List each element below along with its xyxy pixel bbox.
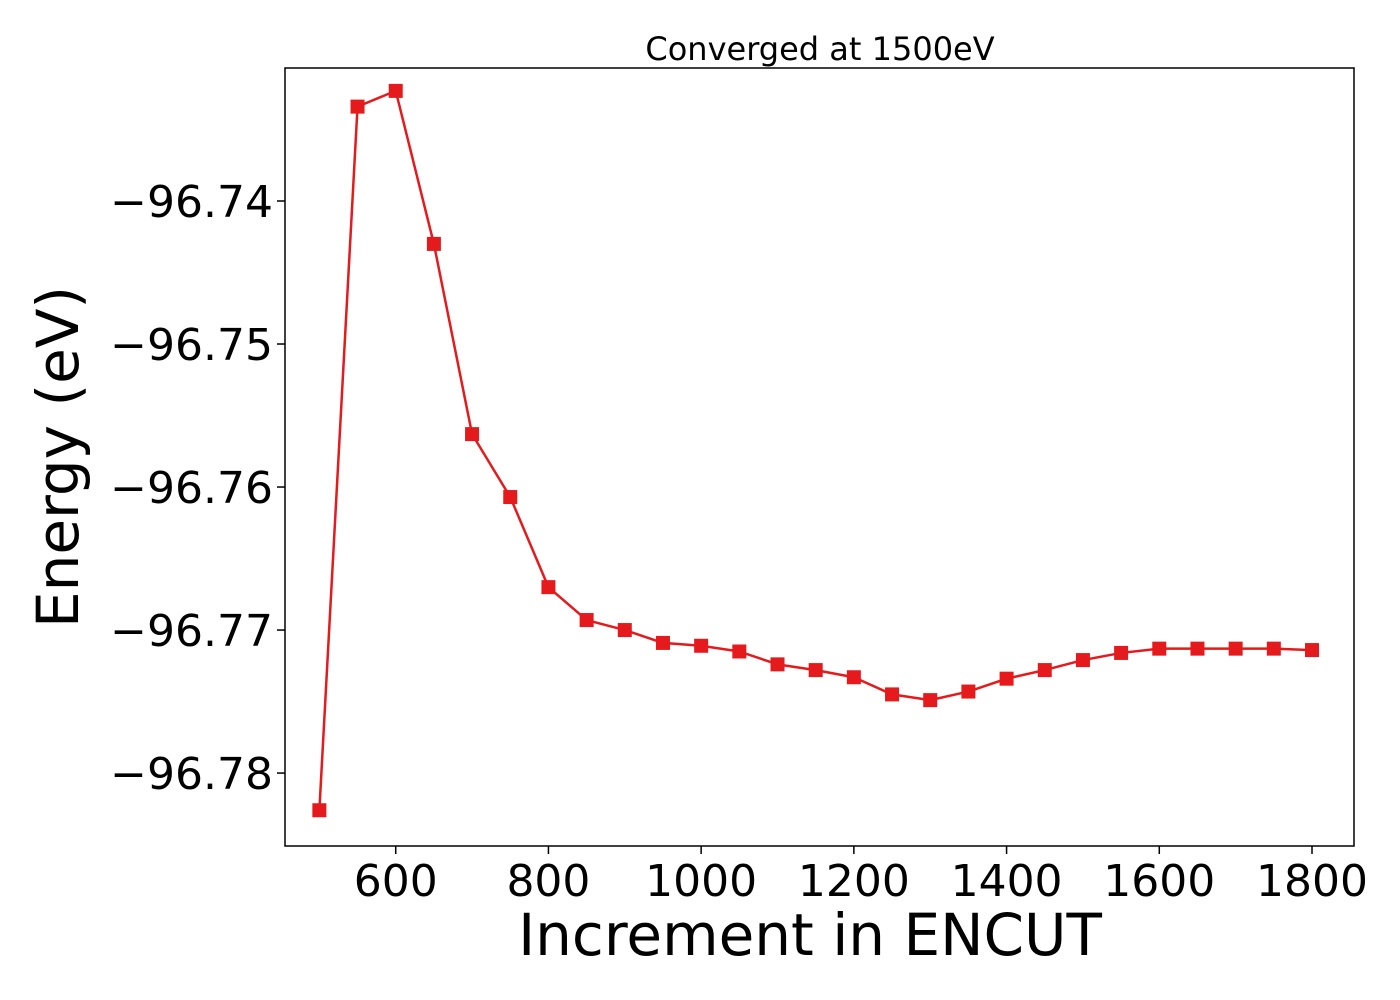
data-point-marker bbox=[923, 693, 938, 708]
y-tick-label: −96.77 bbox=[110, 606, 273, 657]
y-tick-label: −96.76 bbox=[110, 463, 273, 514]
x-tick-label: 1400 bbox=[951, 856, 1063, 907]
data-point-marker bbox=[846, 670, 861, 685]
data-point-marker bbox=[1228, 641, 1243, 656]
y-tick-label: −96.74 bbox=[110, 177, 273, 228]
x-axis-title: Increment in ENCUT bbox=[518, 901, 1102, 969]
x-tick-label: 1200 bbox=[798, 856, 910, 907]
data-point-marker bbox=[1152, 641, 1167, 656]
data-point-marker bbox=[312, 803, 327, 818]
x-tick-label: 1800 bbox=[1256, 856, 1368, 907]
data-point-marker bbox=[808, 663, 823, 678]
data-point-marker bbox=[350, 99, 365, 114]
x-tick-label: 800 bbox=[506, 856, 590, 907]
data-point-marker bbox=[961, 684, 976, 699]
x-axis: 600 800 1000 1200 1400 1600 1800 bbox=[354, 846, 1368, 907]
data-point-marker bbox=[1266, 641, 1281, 656]
data-point-marker bbox=[617, 623, 632, 638]
y-tick-label: −96.78 bbox=[110, 749, 273, 800]
x-tick-label: 600 bbox=[354, 856, 438, 907]
data-point-marker bbox=[694, 638, 709, 653]
data-point-marker bbox=[541, 580, 556, 595]
data-point-marker bbox=[732, 644, 747, 659]
y-axis-title: Energy (eV) bbox=[24, 286, 92, 628]
data-point-marker bbox=[1037, 663, 1052, 678]
chart-title: Converged at 1500eV bbox=[645, 30, 994, 68]
data-point-marker bbox=[579, 613, 594, 628]
data-point-marker bbox=[655, 635, 670, 650]
data-point-marker bbox=[885, 687, 900, 702]
data-point-marker bbox=[999, 671, 1014, 686]
data-point-marker bbox=[503, 490, 518, 505]
data-point-marker bbox=[426, 236, 441, 251]
data-point-marker bbox=[1190, 641, 1205, 656]
data-point-marker bbox=[770, 657, 785, 672]
y-axis: −96.74 −96.75 −96.76 −96.77 −96.78 bbox=[110, 177, 285, 800]
data-point-marker bbox=[1075, 653, 1090, 668]
data-point-marker bbox=[465, 427, 480, 442]
plot-area bbox=[284, 67, 1355, 847]
x-tick-label: 1600 bbox=[1103, 856, 1215, 907]
y-tick-label: −96.75 bbox=[110, 320, 273, 371]
plot-frame bbox=[284, 67, 1355, 847]
series-layer bbox=[312, 83, 1320, 818]
data-point-marker bbox=[1305, 643, 1320, 658]
series-line bbox=[318, 89, 1313, 811]
x-tick-label: 1000 bbox=[645, 856, 757, 907]
data-point-marker bbox=[388, 83, 403, 98]
data-point-marker bbox=[1114, 645, 1129, 660]
